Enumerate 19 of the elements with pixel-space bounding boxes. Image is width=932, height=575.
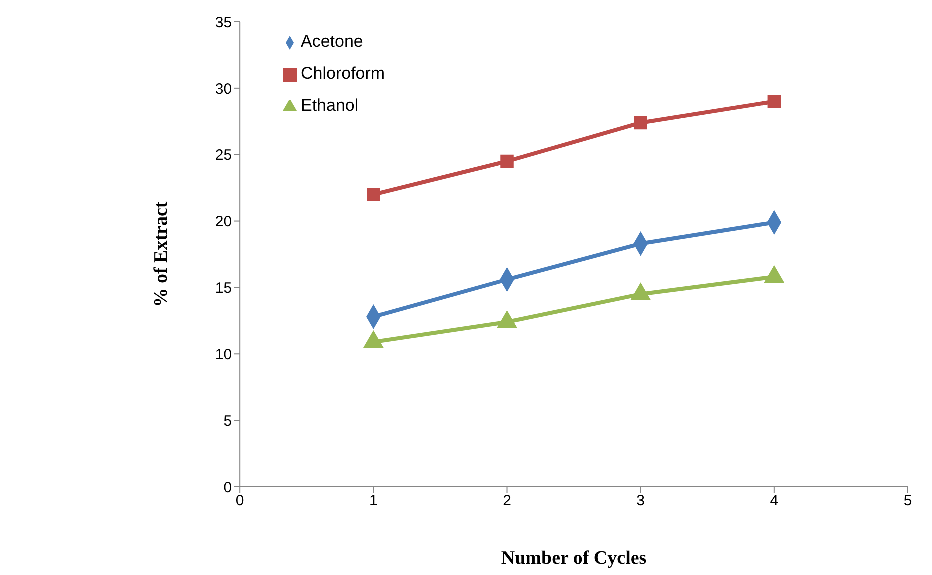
- y-axis-title: % of Extract: [150, 201, 172, 308]
- legend-label: Acetone: [301, 32, 364, 51]
- y-tick-label: 15: [215, 280, 232, 298]
- legend-label: Chloroform: [301, 64, 386, 83]
- x-axis-title: Number of Cycles: [501, 548, 647, 569]
- x-tick-label: 4: [770, 492, 779, 510]
- y-tick-label: 5: [224, 412, 232, 430]
- legend-label: Ethanol: [301, 96, 359, 115]
- x-tick-label: 3: [636, 492, 646, 510]
- y-tick-label: 25: [215, 147, 232, 164]
- x-tick-label: 1: [370, 492, 378, 510]
- y-tick-label: 20: [215, 214, 232, 231]
- x-tick-label: 5: [904, 492, 912, 510]
- x-tick-label: 2: [503, 492, 512, 510]
- y-tick-label: 10: [215, 346, 232, 364]
- y-tick-label: 0: [224, 479, 232, 496]
- y-tick-label: 30: [215, 80, 232, 98]
- x-tick-label: 0: [236, 492, 244, 510]
- y-tick-label: 35: [215, 14, 232, 32]
